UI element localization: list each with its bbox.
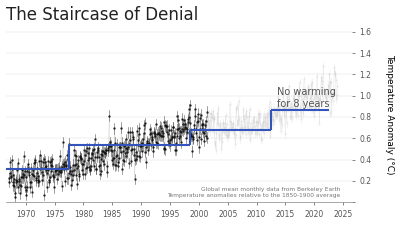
Text: Global mean monthly data from Berkeley Earth
Temperature anomalies relative to t: Global mean monthly data from Berkeley E… xyxy=(167,187,340,198)
Text: No warming
for 8 years: No warming for 8 years xyxy=(277,87,336,109)
Text: The Staircase of Denial: The Staircase of Denial xyxy=(6,6,198,24)
Y-axis label: Temperature Anomaly (°C): Temperature Anomaly (°C) xyxy=(386,54,394,175)
